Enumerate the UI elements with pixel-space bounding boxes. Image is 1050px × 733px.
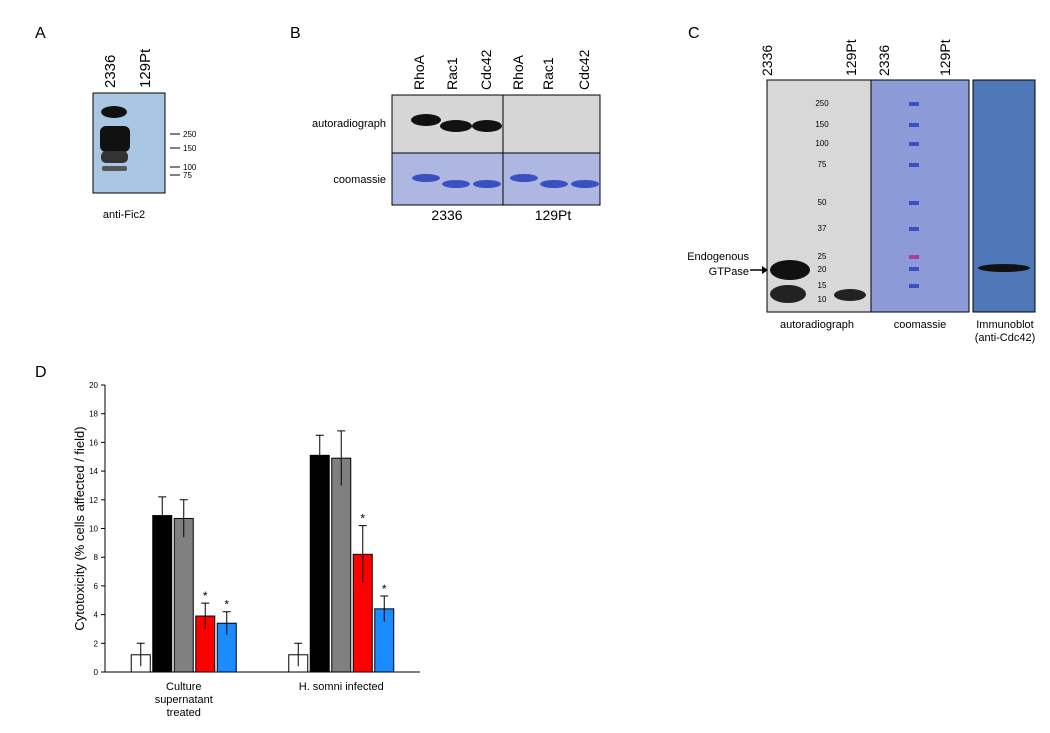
lane-label: Rac1	[444, 57, 460, 90]
significance-marker: *	[360, 512, 365, 526]
x-tick-label: H. somni infected	[299, 681, 384, 693]
x-tick-label: Culture supernatant treated	[155, 681, 213, 719]
significance-marker: *	[203, 589, 208, 603]
y-tick-label: 10	[89, 525, 98, 534]
marker-label: 37	[818, 224, 827, 233]
lane-label: Cdc42	[576, 49, 592, 90]
band	[101, 106, 127, 118]
error-bar	[337, 430, 346, 486]
lane-label: 129Pt	[843, 39, 859, 76]
bar	[173, 517, 194, 673]
error-bar	[136, 642, 145, 667]
band	[510, 174, 538, 182]
gel-c-coomassie	[870, 79, 970, 313]
y-tick-label: 14	[89, 467, 98, 476]
y-tick-label: 16	[89, 438, 98, 447]
caption: anti-Fic2	[103, 209, 145, 221]
arrow-head	[762, 266, 768, 274]
band	[100, 126, 130, 152]
group-label: 2336	[431, 207, 462, 223]
annotation: GTPase	[709, 266, 749, 278]
panel-label: C	[688, 25, 700, 42]
lane-label: 129Pt	[137, 48, 154, 88]
band	[102, 166, 127, 171]
panel-label: D	[35, 364, 47, 381]
significance-marker: *	[224, 598, 229, 612]
panel-label: A	[35, 25, 46, 42]
lane-label: 2336	[102, 55, 119, 88]
band	[770, 260, 810, 280]
panel-label: B	[290, 25, 301, 42]
caption: coomassie	[894, 319, 947, 331]
y-tick-label: 8	[94, 553, 99, 562]
bar	[152, 515, 173, 673]
marker-label: 20	[818, 265, 827, 274]
band	[412, 174, 440, 182]
lane-label: 2336	[876, 45, 892, 76]
marker-label: 250	[183, 130, 197, 139]
band	[101, 151, 128, 163]
error-bar	[201, 602, 210, 629]
lane-label: 2336	[759, 45, 775, 76]
bar	[309, 454, 330, 673]
caption: autoradiograph	[780, 319, 854, 331]
marker-label: 250	[815, 99, 829, 108]
annotation: Endogenous	[687, 251, 749, 263]
lane-label: RhoA	[510, 54, 526, 90]
marker-label: 75	[818, 160, 827, 169]
caption: (anti-Cdc42)	[975, 332, 1036, 344]
blot-c-immunoblot	[972, 79, 1036, 313]
caption: Immunoblot	[976, 319, 1033, 331]
lane-label: 129Pt	[937, 39, 953, 76]
lane-label: Rac1	[540, 57, 556, 90]
y-axis-title: Cytotoxicity (% cells affected / field)	[72, 426, 87, 630]
error-bar	[315, 434, 324, 476]
marker-label: 100	[183, 163, 197, 172]
band	[473, 180, 501, 188]
marker-label: 150	[815, 120, 829, 129]
group-label: 129Pt	[535, 207, 572, 223]
band	[834, 289, 866, 301]
error-bar	[358, 525, 367, 584]
band	[442, 180, 470, 188]
error-bar	[179, 499, 188, 538]
y-tick-label: 0	[94, 668, 99, 677]
marker-label: 100	[815, 139, 829, 148]
significance-marker: *	[382, 582, 387, 596]
y-tick-label: 18	[89, 410, 98, 419]
y-tick-label: 12	[89, 496, 98, 505]
marker-label: 75	[183, 171, 192, 180]
band	[540, 180, 568, 188]
lane-label: RhoA	[411, 54, 427, 90]
row-label: autoradiograph	[312, 118, 386, 130]
marker-label: 25	[818, 252, 827, 261]
band	[411, 114, 441, 126]
error-bar	[380, 595, 389, 622]
error-bar	[158, 496, 167, 535]
marker-label: 10	[818, 295, 827, 304]
ladder	[909, 102, 919, 288]
error-bar	[294, 642, 303, 667]
band	[571, 180, 599, 188]
marker-label: 15	[818, 281, 827, 290]
marker-label: 150	[183, 144, 197, 153]
y-tick-label: 6	[94, 582, 99, 591]
band	[978, 264, 1030, 272]
error-bar	[222, 611, 231, 635]
row-label: coomassie	[333, 174, 386, 186]
y-tick-label: 2	[94, 639, 99, 648]
band	[472, 120, 502, 132]
marker-label: 50	[818, 198, 827, 207]
lane-label: Cdc42	[478, 49, 494, 90]
band	[440, 120, 472, 132]
y-tick-label: 4	[94, 611, 99, 620]
band	[770, 285, 806, 303]
bar	[331, 457, 352, 673]
y-tick-label: 20	[89, 381, 98, 390]
